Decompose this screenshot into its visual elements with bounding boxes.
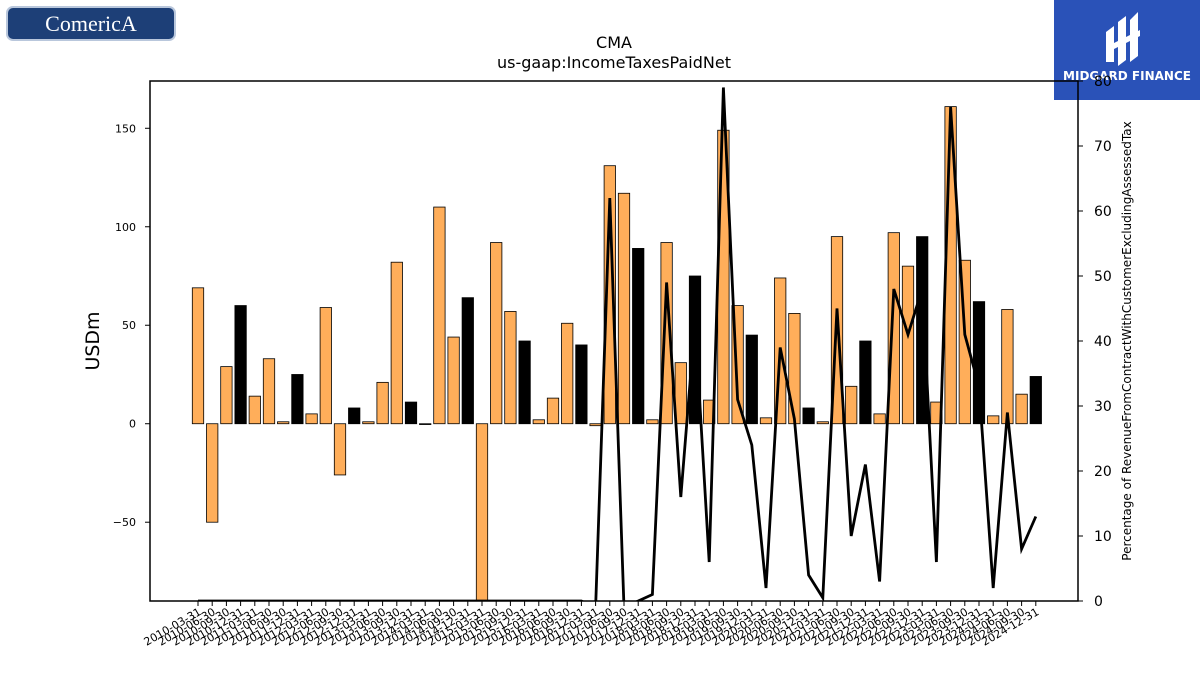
bar-2011-09-30	[277, 421, 290, 425]
y-tick-label: 50	[122, 319, 136, 332]
comerica-logo: ComericA	[6, 6, 176, 41]
y2-tick-label: 40	[1094, 334, 1112, 350]
bar-2010-09-30	[220, 366, 233, 425]
y2-tick-label: 80	[1094, 74, 1112, 90]
bar-2023-09-30	[958, 259, 971, 425]
y2-tick-label: 0	[1094, 594, 1103, 610]
y-axis-left-label: USDm	[82, 311, 104, 370]
y2-tick-label: 50	[1094, 269, 1112, 285]
y2-tick-label: 70	[1094, 139, 1112, 155]
y-tick-label: −50	[113, 516, 136, 529]
bar-2024-09-30	[1015, 393, 1028, 425]
bar-2011-06-30	[262, 358, 276, 425]
bar-2020-03-31	[759, 417, 773, 425]
bar-2016-09-30	[561, 322, 574, 425]
bar-2022-09-30	[901, 265, 915, 425]
bar-2021-03-31	[816, 421, 829, 425]
bar-2022-06-30	[887, 232, 900, 425]
bar-2016-06-30	[546, 397, 560, 425]
bar-2017-12-31	[632, 248, 645, 425]
chart-title: CMA	[596, 33, 632, 52]
bar-2013-03-31	[362, 421, 375, 425]
bar-2024-12-31	[1029, 376, 1042, 425]
bar-2015-12-31	[518, 340, 531, 425]
bar-2015-09-30	[504, 311, 517, 425]
bar-2012-09-30	[333, 423, 347, 476]
bar-2012-06-30	[319, 307, 332, 425]
bar-2012-12-31	[348, 407, 361, 425]
midgard-emblem-icon	[1106, 12, 1140, 66]
bar-2018-03-31	[646, 419, 659, 425]
percentage-line	[198, 87, 1038, 601]
bars-layer	[191, 106, 1042, 602]
y2-tick-label: 20	[1094, 464, 1112, 480]
y-axis-right: 0 10 20 30 40 50 60 70 80	[1078, 74, 1112, 610]
bar-2018-09-30	[674, 362, 687, 425]
y-tick-label: 100	[115, 221, 136, 234]
y-axis-right-label: Percentage of RevenueFromContractWithCus…	[1120, 121, 1134, 560]
bar-2012-03-31	[305, 413, 318, 425]
bar-2024-06-30	[1001, 309, 1014, 425]
bar-2018-12-31	[688, 275, 702, 425]
bar-2020-09-30	[788, 313, 801, 425]
bar-2015-03-31	[475, 423, 489, 602]
x-axis: 2010-03-312010-06-302010-09-302010-12-31…	[142, 601, 1041, 649]
bar-2021-09-30	[845, 385, 858, 425]
bar-2011-03-31	[248, 395, 261, 425]
y2-tick-label: 10	[1094, 529, 1112, 545]
comerica-logo-text: ComericA	[45, 11, 137, 36]
bar-2013-12-31	[404, 401, 418, 425]
comerica-logo-badge	[6, 6, 176, 41]
y-tick-label: 0	[129, 418, 136, 431]
midgard-finance-logo: MIDGARD FINANCE	[1054, 0, 1200, 100]
bar-2013-09-30	[390, 261, 403, 425]
chart-subtitle: us-gaap:IncomeTaxesPaidNet	[497, 53, 731, 72]
bar-2014-06-30	[433, 206, 446, 425]
y2-tick-label: 60	[1094, 204, 1112, 220]
bar-2011-12-31	[291, 374, 304, 425]
bar-2014-09-30	[447, 336, 460, 425]
bar-2018-06-30	[660, 242, 673, 425]
bar-2014-12-31	[461, 297, 474, 425]
bar-2019-09-30	[731, 305, 744, 425]
bar-2015-06-30	[490, 242, 503, 425]
bar-2019-12-31	[745, 334, 758, 425]
bar-2017-03-31	[589, 423, 602, 427]
y2-tick-label: 30	[1094, 399, 1112, 415]
bar-2013-06-30	[376, 381, 389, 425]
y-axis-left: −50 0 50 100 150	[113, 122, 150, 529]
line-layer	[198, 87, 1038, 601]
y-tick-label: 150	[115, 122, 136, 135]
bar-2016-03-31	[532, 419, 545, 425]
bar-2010-06-30	[206, 423, 219, 523]
bar-2010-12-31	[234, 305, 247, 425]
bar-2017-09-30	[617, 192, 631, 425]
bar-2022-03-31	[873, 413, 886, 425]
bar-2016-12-31	[575, 344, 588, 425]
bar-2017-06-30	[603, 165, 616, 425]
midgard-logo-text: MIDGARD FINANCE	[1063, 69, 1191, 83]
bar-2021-12-31	[859, 340, 872, 425]
bar-2020-12-31	[802, 407, 815, 425]
bar-2010-03-31	[191, 287, 205, 425]
bar-2022-12-31	[916, 236, 929, 425]
bar-2024-03-31	[987, 415, 1000, 425]
bar-2014-03-31	[419, 423, 432, 425]
